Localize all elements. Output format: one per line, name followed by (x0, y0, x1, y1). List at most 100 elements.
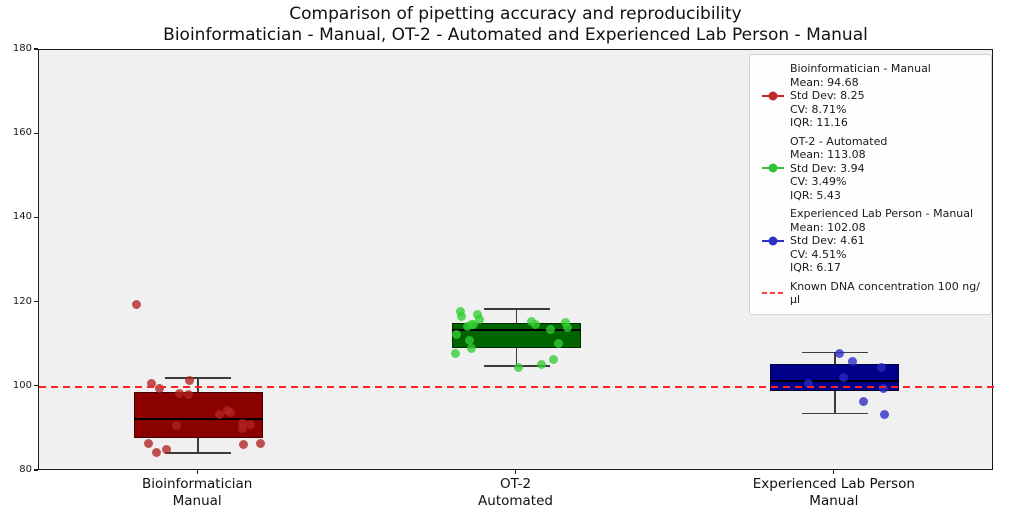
x-category-label-line1: OT-2 (499, 476, 532, 492)
legend-entry: OT-2 - Automated Mean: 113.08 Std Dev: 3.9… (756, 135, 985, 203)
data-point (859, 397, 869, 407)
data-point (465, 335, 474, 345)
legend-errorbar-line-icon (762, 163, 784, 173)
data-point (184, 376, 194, 386)
data-point (161, 444, 171, 454)
legend-mean-line: Mean: 113.08 (790, 148, 866, 161)
data-point (880, 409, 890, 419)
chart-subtitle: Bioinformatician - Manual, OT-2 - Automa… (163, 25, 868, 45)
y-tick-mark (34, 48, 38, 50)
legend: Bioinformatician - Manual Mean: 94.68 Std … (749, 54, 992, 315)
x-category-label: Experienced Lab Person Manual (704, 476, 964, 510)
legend-errorbar-dot-icon (768, 236, 778, 246)
data-point (237, 418, 247, 428)
legend-entry-text: Experienced Lab Person - Manual Mean: 102… (790, 207, 973, 275)
upper-whisker (834, 352, 836, 365)
x-category-label-line2: Manual (172, 493, 222, 509)
legend-entry-text: Bioinformatician - Manual Mean: 94.68 Std … (790, 62, 931, 130)
data-point (467, 343, 476, 353)
data-point (131, 299, 141, 309)
legend-std-line: Std Dev: 8.25 (790, 89, 865, 102)
legend-errorbar-line-icon (762, 91, 784, 101)
median-line (133, 417, 263, 420)
x-category-label: Bioinformatician Manual (67, 476, 327, 510)
y-tick-label: 120 (12, 295, 32, 307)
legend-reference-label: Known DNA concentration 100 ng/µl (790, 279, 980, 307)
y-tick-label: 160 (12, 127, 32, 139)
y-tick-label: 140 (12, 211, 32, 223)
lower-whisker-cap (165, 452, 232, 454)
x-tick-mark (514, 470, 517, 474)
y-tick-mark (34, 216, 38, 218)
data-point (554, 339, 563, 349)
data-point (451, 348, 460, 358)
upper-whisker-cap (483, 308, 550, 310)
legend-entry: Experienced Lab Person - Manual Mean: 102… (756, 207, 985, 275)
legend-cv-line: CV: 3.49% (790, 175, 847, 188)
upper-whisker (515, 308, 518, 324)
legend-cv-line: CV: 4.51% (790, 247, 847, 261)
median-line (452, 328, 581, 331)
plot-area: Bioinformatician - Manual Mean: 94.68 Std … (38, 49, 994, 470)
legend-iqr-line: IQR: 5.43 (790, 188, 841, 202)
legend-errorbar-dot-icon (768, 163, 778, 173)
data-point (214, 409, 224, 419)
data-point (457, 312, 466, 322)
x-category-label-line2: Manual (809, 493, 859, 509)
data-point (549, 355, 558, 365)
legend-mean-line: Mean: 94.68 (790, 75, 859, 89)
data-point (877, 363, 887, 373)
data-point (237, 423, 247, 433)
legend-entry: Bioinformatician - Manual Mean: 94.68 Std … (756, 62, 985, 130)
legend-dashed-line-icon (762, 292, 784, 294)
legend-entry-reference: Known DNA concentration 100 ng/µl (756, 280, 985, 307)
data-point (839, 373, 849, 383)
upper-whisker-cap (165, 377, 232, 379)
x-category-label-line1: Bioinformatician (141, 476, 253, 492)
legend-iqr-line: IQR: 11.16 (790, 116, 848, 129)
y-tick-label: 80 (19, 464, 32, 475)
data-point (225, 408, 235, 418)
y-tick-mark (34, 132, 38, 134)
legend-cv-line: CV: 8.71% (790, 102, 847, 116)
data-point (245, 419, 255, 429)
lower-whisker-cap (801, 412, 868, 415)
data-point (183, 390, 193, 400)
y-tick-label: 100 (12, 379, 32, 391)
data-point (174, 389, 184, 399)
data-point (848, 356, 858, 366)
upper-whisker-cap (801, 351, 868, 354)
data-point (835, 348, 845, 358)
legend-reference-text: Known DNA concentration 100 ng/µl (790, 280, 985, 307)
data-point (546, 325, 555, 335)
data-point (563, 323, 572, 333)
data-point (452, 329, 461, 339)
y-tick-mark (34, 469, 38, 471)
legend-title-line: Experienced Lab Person - Manual (790, 207, 974, 220)
legend-marker (756, 163, 790, 173)
median-line (770, 380, 900, 383)
data-point (514, 362, 523, 372)
data-point (456, 306, 465, 316)
legend-marker (756, 292, 790, 294)
legend-title-line: Bioinformatician - Manual (790, 62, 931, 75)
legend-errorbar-line-icon (762, 236, 784, 246)
data-point (537, 360, 546, 370)
legend-entry-text: OT-2 - Automated Mean: 113.08 Std Dev: 3.9… (790, 135, 887, 203)
data-point (804, 379, 814, 389)
data-point (473, 310, 482, 320)
lower-whisker (515, 347, 518, 366)
data-point (475, 315, 484, 325)
data-point (879, 383, 889, 393)
data-point (531, 319, 540, 329)
data-point (143, 438, 153, 448)
x-tick-mark (196, 470, 198, 474)
y-tick-mark (34, 301, 38, 303)
data-point (146, 378, 156, 388)
chart-title-block: Comparison of pipetting accuracy and rep… (38, 4, 993, 46)
data-point (238, 439, 248, 449)
data-point (561, 318, 570, 328)
y-tick-mark (34, 385, 38, 387)
legend-std-line: Std Dev: 4.61 (790, 234, 865, 247)
